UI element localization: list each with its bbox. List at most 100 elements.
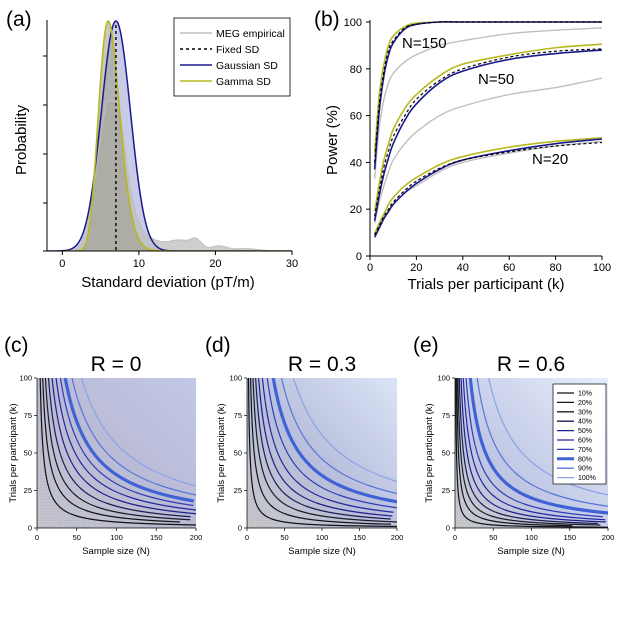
panel-b-group-label-n50: N=50 [478,71,514,88]
power-curve-gaussian-sd-g1 [373,49,602,222]
panel-e-ylabel: Trials per participant (k) [424,403,435,502]
contour-line-30 [44,378,191,521]
x-tick-label: 200 [391,533,404,542]
legend-label-gaussian: Gaussian SD [216,60,278,72]
legend-label-meg: MEG empirical [216,28,285,40]
contour-legend-label: 70% [578,447,592,454]
panel-e: (e) R = 0.6 0 50 100 150 200 0 25 50 75 100 Sampl… [413,334,614,557]
panel-b: (b) 0 20 40 60 80 100 0 20 40 60 80 100 Trials per … [314,8,611,293]
panel-d-plot [247,378,397,528]
y-tick-label: 0 [356,251,362,263]
contour-line-40 [458,378,598,525]
contour-legend-label: 80% [578,456,592,463]
contour-line-100 [292,378,397,483]
gamma-sd-line [66,20,292,251]
contour-line-20 [42,378,181,523]
contour-line-70 [266,378,397,509]
x-tick-label: 80 [549,262,561,274]
power-curve-meg-empirical-g1 [373,77,602,224]
contour-legend-label: 30% [578,409,592,416]
x-tick-label: 150 [353,533,366,542]
contour-line-20 [456,378,573,527]
power-curve-gamma-sd-g1 [373,43,602,212]
legend-label-fixed: Fixed SD [216,44,260,56]
power-curve-fixed-sd-g2 [374,141,602,236]
y-tick-label: 75 [234,411,242,420]
panel-c-plot [37,378,196,528]
x-tick-label: 150 [150,533,163,542]
contour-line-90 [71,378,196,496]
panel-c-xlabel: Sample size (N) [82,546,150,557]
x-tick-label: 100 [316,533,329,542]
contour-line-100 [488,378,608,496]
legend-box [173,17,291,97]
panel-d: (d) R = 0.3 0 50 100 150 200 0 25 50 75 100 Sampl… [205,334,403,557]
contour-line-80 [468,378,608,515]
contour-line-70 [59,378,194,507]
x-tick-label: 200 [602,533,615,542]
gamma-sd-fill [66,21,292,251]
y-tick-label: 100 [344,17,362,29]
panel-e-label: (e) [413,334,439,357]
contour-line-10 [39,378,196,526]
y-tick-label: 50 [24,449,32,458]
x-tick-label: 0 [35,533,39,542]
x-tick-label: 20 [410,262,422,274]
contour-line-90 [280,378,397,495]
y-tick-label: 40 [350,157,362,169]
panel-c-ylabel: Trials per participant (k) [8,403,19,502]
panel-d-title: R = 0.3 [288,353,356,376]
power-curve-gamma-sd-g2 [373,137,602,235]
panel-d-ticks: 0 50 100 150 200 0 25 50 75 100 [229,374,403,543]
y-tick-label: 80 [350,64,362,76]
panel-b-ticks: 0 20 40 60 80 100 0 20 40 60 80 100 [344,17,612,274]
panel-a: (a) 0 10 20 30 Standard deviation (pT/m) Pr… [6,8,298,291]
y-tick-label: 50 [442,449,450,458]
power-curve-meg-empirical-g0 [373,27,602,179]
y-tick-label: 100 [437,374,450,383]
y-tick-label: 75 [24,411,32,420]
y-tick-label: 0 [28,524,32,533]
panel-b-ylabel: Power (%) [324,105,341,175]
panel-a-y-ticks [43,55,47,252]
y-tick-label: 20 [350,204,362,216]
contour-legend-label: 50% [578,428,592,435]
contour-legend-label: 100% [578,475,596,482]
y-tick-label: 100 [229,374,242,383]
x-tick-label: 20 [209,258,221,270]
y-tick-label: 75 [442,411,450,420]
contour-legend-label: 10% [578,391,592,398]
x-tick-label: 100 [110,533,123,542]
contour-line-10 [455,378,608,528]
contour-line-80 [271,378,397,504]
panel-d-label: (d) [205,334,231,357]
y-tick-label: 50 [234,449,242,458]
contour-line-40 [255,378,391,520]
panel-b-label: (b) [314,8,340,31]
x-tick-label: 0 [245,533,249,542]
panel-c-ticks: 0 50 100 150 200 0 25 50 75 100 [19,374,202,543]
x-tick-label: 30 [286,258,298,270]
x-tick-label: 150 [563,533,576,542]
y-tick-label: 100 [19,374,32,383]
panel-a-xlabel: Standard deviation (pT/m) [81,274,254,291]
contour-legend-label: 90% [578,466,592,473]
contour-line-30 [252,378,397,523]
y-tick-label: 0 [238,524,242,533]
contour-line-70 [465,378,603,518]
panel-c: (c) R = 0 0 50 100 150 200 0 25 50 75 100 Sample … [4,334,202,557]
contour-line-50 [460,378,607,523]
x-tick-label: 0 [59,258,65,270]
power-curve-fixed-sd-g0 [374,21,602,163]
contour-line-60 [462,378,606,521]
panel-e-title: R = 0.6 [497,353,565,376]
contour-line-30 [457,378,601,526]
panel-c-title: R = 0 [91,353,142,376]
y-tick-label: 60 [350,111,362,123]
contour-legend-label: 40% [578,419,592,426]
legend-label-gamma: Gamma SD [216,76,271,88]
x-tick-label: 100 [525,533,538,542]
contour-line-80 [63,378,195,503]
panel-e-ticks: 0 50 100 150 200 0 25 50 75 100 [437,374,614,543]
